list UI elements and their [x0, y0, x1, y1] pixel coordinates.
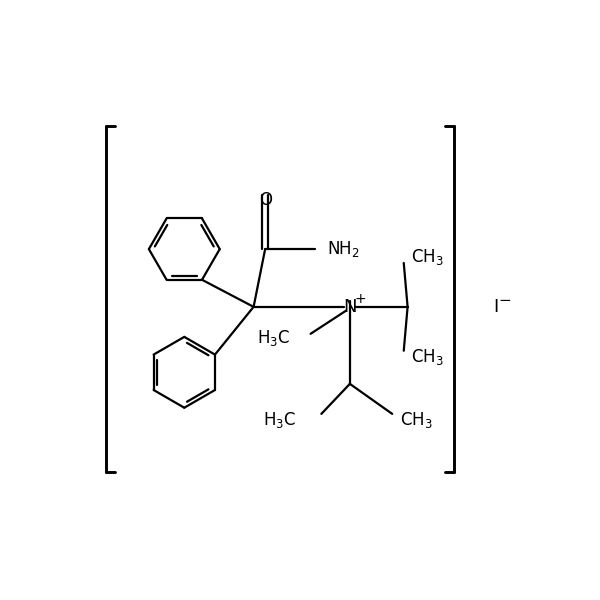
Text: I: I [494, 298, 499, 316]
Text: H$_3$C: H$_3$C [257, 328, 290, 347]
Text: NH$_2$: NH$_2$ [327, 239, 359, 259]
Text: N: N [343, 298, 356, 316]
Text: +: + [354, 292, 365, 306]
Text: O: O [259, 191, 272, 209]
Text: CH$_3$: CH$_3$ [412, 247, 444, 267]
Text: CH$_3$: CH$_3$ [412, 347, 444, 367]
Text: H$_3$C: H$_3$C [263, 410, 296, 430]
Text: CH$_3$: CH$_3$ [400, 410, 433, 430]
Text: −: − [498, 293, 511, 308]
